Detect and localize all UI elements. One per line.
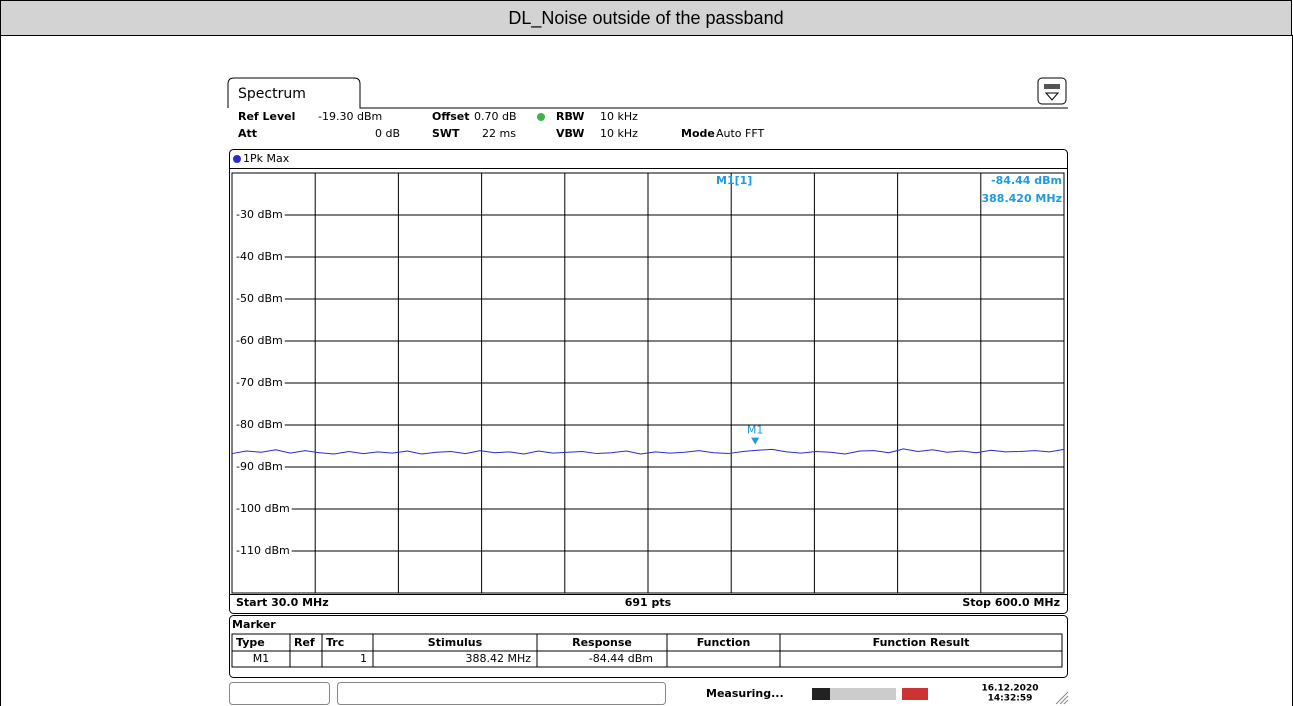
plot-frame: [229, 149, 1068, 614]
marker-readout: 388.420 MHz: [982, 192, 1063, 205]
points-label: 691 pts: [625, 596, 672, 609]
trace-label: 1Pk Max: [243, 152, 290, 165]
setting-value: 10 kHz: [600, 110, 638, 123]
status-date: 16.12.2020: [982, 684, 1039, 694]
status-state: Measuring...: [706, 687, 784, 700]
progress-bar: [812, 688, 896, 700]
setting-label: VBW: [556, 127, 584, 140]
setting-value: 0.70 dB: [474, 110, 517, 123]
offset-indicator: [537, 113, 545, 121]
y-tick-label: -110 dBm: [236, 544, 290, 557]
table-row: [231, 650, 1063, 668]
trace-indicator: [233, 155, 241, 163]
setting-label: RBW: [556, 110, 584, 123]
y-tick-label: -90 dBm: [236, 460, 283, 473]
status-box: [337, 682, 666, 705]
y-tick-label: -40 dBm: [236, 250, 283, 263]
table-header: Trc: [326, 636, 344, 649]
progress-fill: [812, 688, 830, 700]
table-header: Stimulus: [428, 636, 483, 649]
marker-readout: M1[1]: [716, 174, 752, 187]
marker-readout: -84.44 dBm: [991, 174, 1062, 187]
table-cell: -84.44 dBm: [589, 652, 653, 665]
menu-icon-bar: [1044, 84, 1060, 89]
setting-value: 10 kHz: [600, 127, 638, 140]
setting-label: Ref Level: [238, 110, 295, 123]
y-tick-label: -100 dBm: [236, 502, 290, 515]
setting-value: Auto FFT: [716, 127, 764, 140]
setting-value: 22 ms: [482, 127, 516, 140]
table-cell: 388.42 MHz: [465, 652, 531, 665]
table-cell: 1: [360, 652, 367, 665]
table-header: Ref: [294, 636, 315, 649]
y-tick-label: -70 dBm: [236, 376, 283, 389]
setting-value: 0 dB: [375, 127, 400, 140]
trace: [231, 448, 1065, 455]
status-time: 14:32:59: [988, 694, 1033, 704]
marker-label: M1: [747, 424, 764, 437]
setting-label: Att: [238, 127, 257, 140]
stop-label: Stop 600.0 MHz: [962, 596, 1060, 609]
y-tick-label: -50 dBm: [236, 292, 283, 305]
table-header: Type: [236, 636, 265, 649]
status-icon: [902, 688, 928, 700]
setting-label: SWT: [432, 127, 460, 140]
table-cell: M1: [253, 652, 270, 665]
status-box: [229, 682, 330, 705]
start-label: Start 30.0 MHz: [236, 596, 329, 609]
y-tick-label: -60 dBm: [236, 334, 283, 347]
setting-label: Offset: [432, 110, 470, 123]
marker: [751, 437, 760, 445]
table-header: Function: [697, 636, 751, 649]
y-tick-label: -30 dBm: [236, 208, 283, 221]
table-header: Response: [572, 636, 632, 649]
setting-value: -19.30 dBm: [318, 110, 382, 123]
table-header: Function Result: [873, 636, 970, 649]
header-title: DL_Noise outside of the passband: [508, 8, 783, 29]
y-tick-label: -80 dBm: [236, 418, 283, 431]
marker-table: Type Ref Trc Stimulus Response Function Functi…: [231, 633, 1063, 668]
setting-label: Mode: [681, 127, 715, 140]
tab-label[interactable]: Spectrum: [238, 86, 306, 102]
marker-table-title: Marker: [232, 618, 276, 631]
resize-grip: [1055, 691, 1069, 705]
header-bar: [0, 0, 1292, 36]
menu-icon-arrow: [1044, 92, 1060, 101]
tab-outline: [227, 77, 1068, 109]
marker-frame: [229, 615, 1068, 678]
